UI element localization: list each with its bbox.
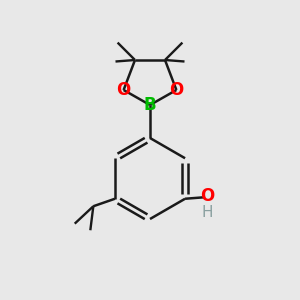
- Text: H: H: [202, 205, 213, 220]
- Text: B: B: [144, 96, 156, 114]
- Text: O: O: [169, 81, 184, 99]
- Text: O: O: [116, 81, 131, 99]
- Text: O: O: [200, 187, 215, 205]
